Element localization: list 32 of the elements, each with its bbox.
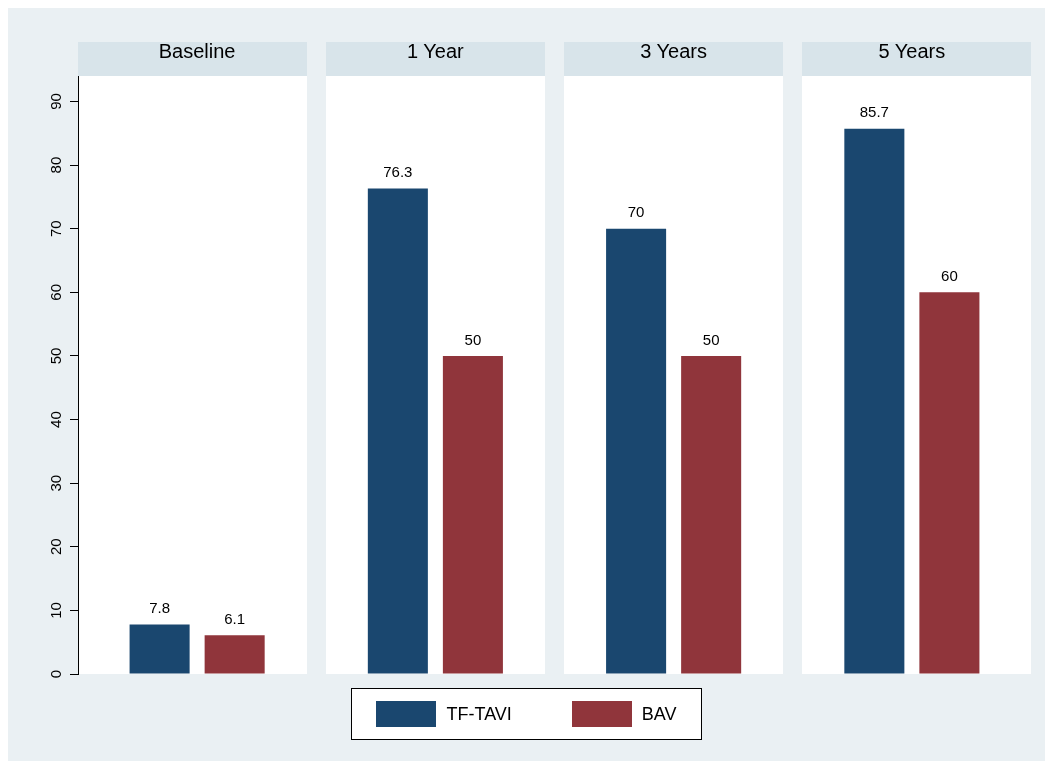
x-tick-label: 3 Years [640,39,707,62]
y-tick-label: 90 [46,93,64,110]
data-label: 60 [941,266,958,284]
bar [129,624,190,674]
data-label: 50 [702,330,720,348]
y-tick-label: 70 [46,220,64,238]
x-tick-label: 5 Years [878,39,946,62]
data-label: 70 [627,203,645,221]
bar [844,128,905,674]
y-tick-label: 20 [46,538,64,556]
bar [606,228,667,674]
data-label: 50 [464,330,482,348]
data-label: 76.3 [383,163,413,181]
y-tick-label: 40 [46,411,64,428]
bar [367,188,428,674]
legend-label: BAV [641,703,677,725]
data-label: 7.8 [149,599,171,617]
y-tick-label: 30 [46,474,64,492]
y-tick-label: 60 [46,283,64,301]
bar [919,292,980,674]
y-tick-label: 0 [46,669,64,679]
bar [204,635,265,674]
y-tick-label: 50 [46,347,64,365]
y-tick-label: 10 [46,602,64,619]
x-tick-label: 1 Year [407,39,465,62]
bar [442,355,503,674]
x-tick-label: Baseline [158,39,236,62]
bar [681,355,742,674]
data-label: 6.1 [224,609,246,627]
y-tick-label: 80 [46,156,64,174]
data-label: 85.7 [859,103,889,121]
legend-label: TF-TAVI [446,703,512,725]
